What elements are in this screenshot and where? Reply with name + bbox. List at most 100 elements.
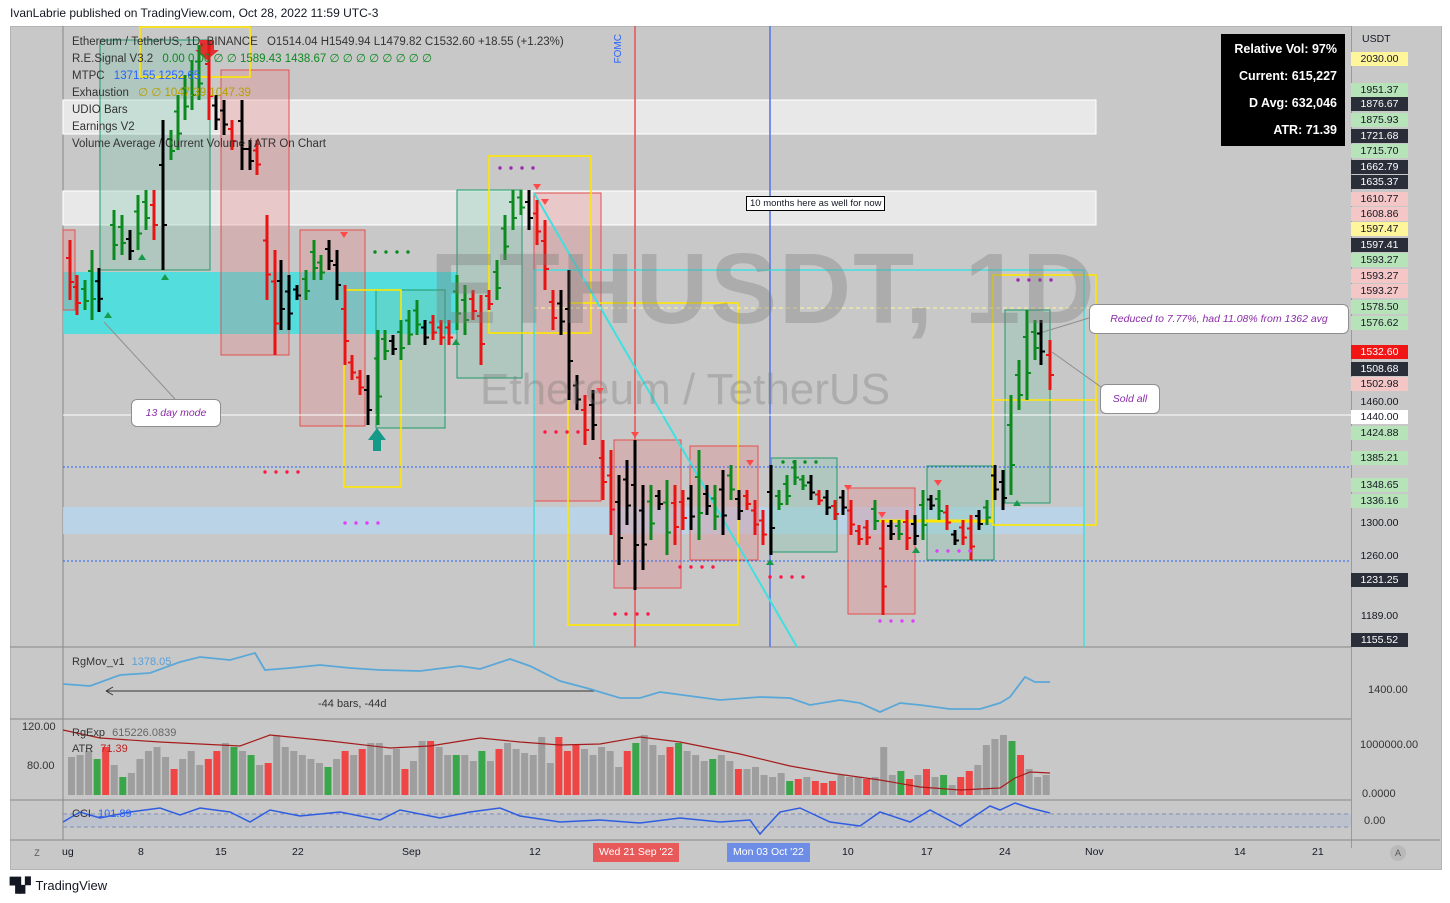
volume-bar	[93, 759, 101, 795]
publish-header: IvanLabrie published on TradingView.com,…	[10, 6, 379, 20]
rgmov-name: RgMov_v1	[72, 656, 125, 668]
price-label: 1460.00	[1360, 396, 1399, 408]
time-label: 24	[999, 846, 1011, 858]
signal-dot	[814, 460, 818, 464]
volume-bar	[76, 755, 84, 795]
volume-bar	[846, 777, 854, 795]
legend-indicator-exhaustion[interactable]: Exhaustion ∅ ∅ 1047.39 1047.39	[72, 86, 251, 100]
price-label: 1532.60	[1351, 345, 1408, 359]
fomc-date-marker: Wed 21 Sep '22	[593, 843, 680, 862]
volume-bar	[769, 777, 777, 795]
price-label: 1508.68	[1351, 362, 1408, 376]
price-label: 1951.37	[1351, 83, 1408, 97]
volume-bar	[521, 753, 529, 795]
volume-bar	[777, 773, 785, 795]
bearish-zone	[299, 229, 366, 427]
volume-bar	[153, 747, 161, 795]
price-label: 1593.27	[1351, 253, 1408, 267]
signal-dot	[946, 549, 950, 553]
atr-name: ATR	[72, 743, 94, 755]
price-label: 1336.16	[1351, 494, 1408, 508]
volume-bar	[110, 765, 118, 795]
rgmov-legend[interactable]: RgMov_v1 1378.05	[72, 656, 171, 668]
volume-bar	[179, 759, 187, 795]
signal-dot	[1049, 278, 1053, 282]
signal-dot	[790, 575, 794, 579]
legend-indicator-resignal[interactable]: R.E.Signal V3.2 0.00 0.00 ∅ ∅ 1589.43 14…	[72, 52, 432, 66]
note-ten-months[interactable]: 10 months here as well for now	[746, 196, 886, 211]
signal-dot	[678, 565, 682, 569]
legend-indicator-udio[interactable]: UDIO Bars	[72, 104, 128, 116]
cci-name: CCI	[72, 808, 91, 820]
volume-bar	[68, 757, 75, 795]
legend-indicator-volume-avg[interactable]: Volume Average / Current Volume / ATR On…	[72, 138, 326, 150]
time-label: 14	[1234, 846, 1246, 858]
signal-dot	[613, 612, 617, 616]
signal-dot	[576, 430, 580, 434]
volume-bar	[657, 755, 665, 795]
volume-bar	[546, 763, 554, 795]
price-label: 1348.65	[1351, 478, 1408, 492]
signal-down-icon	[340, 232, 348, 238]
signal-down-icon	[878, 512, 886, 518]
legend-indicator-earnings[interactable]: Earnings V2	[72, 121, 135, 133]
callout-13-day-mode[interactable]: 13 day mode	[131, 399, 221, 427]
signal-dot	[531, 166, 535, 170]
volume-bar	[221, 743, 229, 795]
signal-down-icon	[541, 199, 549, 205]
cci-legend[interactable]: CCI 101.89	[72, 808, 132, 820]
legend-symbol[interactable]: Ethereum / TetherUS, 1D, BINANCE O1514.0…	[72, 35, 564, 49]
time-label: 17	[921, 846, 933, 858]
volume-bar	[461, 755, 469, 795]
callout-sold-all[interactable]: Sold all	[1100, 384, 1160, 414]
volume-bar	[880, 747, 888, 795]
price-label: 1876.67	[1351, 97, 1408, 111]
signal-down-icon	[596, 388, 604, 394]
ohlc-values: O1514.04 H1549.94 L1479.82 C1532.60 +18.…	[266, 36, 564, 48]
price-label: 1260.00	[1360, 550, 1399, 562]
callout-pointer	[1051, 351, 1109, 393]
volume-bar	[427, 741, 435, 795]
volume-bar	[914, 775, 922, 795]
volume-bar	[555, 737, 563, 795]
volume-bar	[854, 777, 862, 795]
price-label: 1635.37	[1351, 175, 1408, 189]
time-label: 8	[138, 846, 144, 858]
signal-dot	[509, 166, 513, 170]
volume-bar	[452, 755, 460, 795]
time-label: 10	[842, 846, 854, 858]
footer-brand[interactable]: ▜▞ TradingView	[10, 877, 107, 894]
legend-indicator-mtpc[interactable]: MTPC 1371.55 1252.65	[72, 69, 200, 83]
volume-bar	[991, 739, 999, 795]
cci-scale: 0.00	[1364, 815, 1386, 827]
price-label: 1597.41	[1351, 238, 1408, 252]
time-label: Nov	[1085, 846, 1104, 858]
fomc-label: FOMC	[613, 34, 624, 64]
brand-name: TradingView	[35, 878, 108, 893]
auto-scale-button[interactable]: A	[1390, 845, 1406, 861]
left-scale-80: 80.00	[27, 760, 55, 772]
signal-dot	[911, 619, 915, 623]
callout-reduced[interactable]: Reduced to 7.77%, had 11.08% from 1362 a…	[1089, 304, 1349, 334]
time-label: 21	[1312, 846, 1324, 858]
volume-bar	[897, 771, 905, 795]
atr-legend[interactable]: ATR 71.39	[72, 743, 128, 755]
volume-bar	[1025, 769, 1033, 795]
signal-dot	[957, 549, 961, 553]
volume-bar	[589, 755, 597, 795]
zoom-reset-button[interactable]: Z	[34, 848, 40, 858]
volume-bar	[136, 759, 144, 795]
volume-bar	[324, 767, 332, 795]
volume-bar	[512, 749, 520, 795]
currency-label: USDT	[1362, 33, 1391, 45]
rgexp-legend[interactable]: RgExp 615226.0839	[72, 727, 176, 739]
volume-bar	[923, 769, 930, 795]
signal-dot	[376, 521, 380, 525]
atr-line	[62, 729, 1051, 791]
volume-bar	[401, 769, 409, 795]
signal-dot	[365, 521, 369, 525]
volume-bar	[931, 777, 939, 795]
volume-bar	[888, 775, 896, 795]
volume-bar	[863, 779, 871, 795]
